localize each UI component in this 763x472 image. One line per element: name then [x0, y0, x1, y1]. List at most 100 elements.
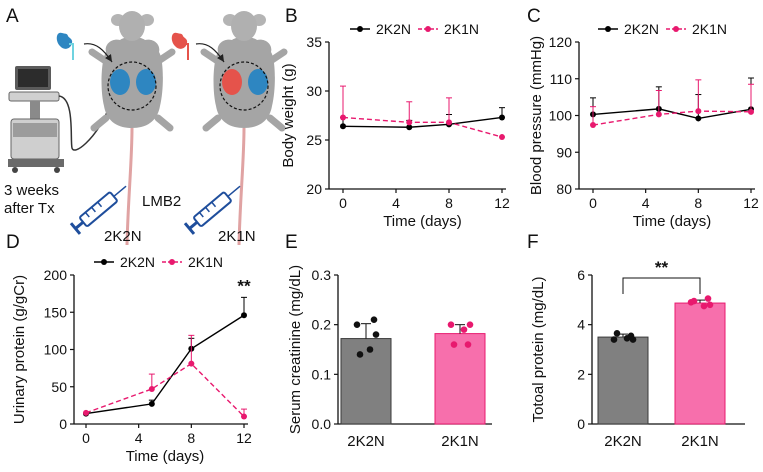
panel-f-data-point — [613, 330, 621, 337]
panel-c-ytick-label: 100 — [549, 108, 573, 124]
ultrasound-machine-icon — [8, 66, 109, 173]
panel-f-category-label: 2K2N — [604, 433, 642, 450]
panel-d-urinary-protein-chart: D 0 50 100 150 200 0 4 8 12 Time (days) Urinary pr… — [6, 232, 252, 465]
group-label-2k1n: 2K1N — [218, 228, 256, 245]
panel-d-xtick-label: 0 — [82, 430, 90, 446]
panel-b-xtick-label: 12 — [494, 195, 510, 211]
panel-f-data-point — [700, 302, 708, 310]
panel-a-illustration: A — [4, 6, 288, 246]
panel-f-significance-label: ** — [655, 258, 669, 277]
panel-f-total-protein-chart: F 0 2 4 6 Totoal protein (mg/dL) 2K2N 2K1N ** — [527, 232, 745, 450]
panel-c-ytick-label: 120 — [549, 34, 573, 50]
panel-f-y-axis-title: Totoal protein (mg/dL) — [530, 277, 547, 423]
panel-c-label: C — [527, 6, 541, 27]
panel-d-x-axis-title: Time (days) — [126, 448, 205, 465]
panel-f-ytick-label: 0 — [577, 416, 585, 432]
panel-e-ytick-label: 0.1 — [312, 366, 332, 382]
mouse-2k2n-icon — [83, 11, 176, 246]
panel-f-ytick-label: 2 — [577, 366, 585, 382]
panel-d-label: D — [6, 232, 20, 253]
panel-b-legend-marker — [357, 26, 363, 32]
panel-b-data-point-2k1n — [446, 119, 452, 126]
panel-d-data-point-2k2n — [241, 312, 247, 319]
panel-d-ytick-label: 200 — [44, 267, 68, 283]
panel-e-data-point — [447, 321, 455, 328]
panel-f-data-point — [610, 336, 618, 343]
panel-b-data-point-2k2n — [340, 123, 346, 130]
panel-f-data-point — [629, 336, 637, 343]
panel-d-significance-label: ** — [237, 276, 251, 295]
panel-e-data-point — [372, 331, 380, 338]
syringe-left-icon — [69, 185, 127, 235]
panel-c-blood-pressure-chart: C 80 90 100 110 120 0 4 8 12 Time (days) Blood pre… — [527, 6, 759, 230]
panel-e-data-point — [450, 341, 458, 348]
panel-e-category-label: 2K2N — [347, 433, 385, 450]
panel-d-ytick-label: 0 — [59, 416, 67, 432]
panel-e-y-axis-title: Serum creatinine (mg/dL) — [287, 265, 304, 434]
panel-c-legend-marker — [605, 26, 611, 32]
panel-e-data-point — [370, 316, 378, 324]
panel-b-xtick-label: 4 — [392, 195, 400, 211]
panel-b-ytick-label: 25 — [306, 132, 322, 148]
panel-b-legend-label: 2K1N — [444, 21, 479, 37]
panel-b-legend-marker — [425, 26, 431, 32]
panel-d-ytick-label: 100 — [44, 342, 68, 358]
panel-b-ytick-label: 35 — [306, 34, 322, 50]
panel-f-significance-bracket — [622, 277, 701, 294]
panel-f-data-point — [690, 297, 698, 305]
panel-c-data-point-2k1n — [590, 122, 596, 129]
panel-d-xtick-label: 12 — [236, 430, 252, 446]
panel-b-xtick-label: 8 — [445, 195, 453, 211]
panel-d-data-point-2k1n — [241, 413, 247, 420]
panel-c-xtick-label: 12 — [743, 195, 759, 211]
panel-f-bar-2k2n — [597, 336, 649, 425]
panel-c-data-point-2k1n — [655, 111, 662, 118]
panel-c-xtick-label: 4 — [642, 195, 650, 211]
mouse-2k1n-icon — [195, 11, 288, 246]
panel-d-xtick-label: 4 — [135, 430, 143, 446]
panel-e-category-label: 2K1N — [441, 433, 479, 450]
panel-d-y-axis-title: Urinary protein (g/gCr) — [11, 275, 28, 424]
panel-e-serum-creatinine-chart: E 0.0 0.1 0.2 0.3 Serum creatinine (mg/dL) 2K… — [285, 232, 492, 450]
panel-d-data-point-2k1n — [188, 360, 195, 367]
panel-a-label: A — [6, 6, 19, 27]
panel-c-series-line-2k2n — [592, 108, 752, 120]
panel-d-legend-label: 2K1N — [188, 254, 223, 270]
syringe-right-icon — [183, 185, 241, 235]
panel-b-y-axis-title: Body weight (g) — [280, 63, 297, 167]
panel-c-legend-marker — [673, 26, 679, 32]
panel-e-data-point — [464, 341, 472, 348]
panel-b-data-point-2k2n — [406, 124, 413, 131]
panel-e-data-point — [460, 326, 468, 333]
panel-d-legend-marker — [101, 259, 107, 265]
kidney-red-icon — [171, 32, 189, 60]
panel-c-ytick-label: 110 — [550, 71, 573, 87]
panel-e-data-point — [356, 351, 364, 358]
panel-c-legend-label: 2K2N — [624, 21, 659, 37]
panel-b-body-weight-chart: B 20 25 30 35 0 4 8 12 Time (days) Body weight (g… — [280, 6, 510, 230]
group-label-2k2n: 2K2N — [104, 228, 142, 245]
panel-e-ytick-label: 0.0 — [312, 416, 332, 432]
panel-b-series-line-2k1n — [342, 116, 503, 138]
panel-b-ytick-label: 30 — [306, 83, 322, 99]
panel-c-ytick-label: 90 — [556, 144, 572, 160]
panel-b-data-point-2k1n — [340, 114, 346, 121]
panel-e-ytick-label: 0.2 — [312, 317, 332, 333]
panel-f-data-point — [706, 301, 714, 309]
panel-f-bar-2k1n — [674, 302, 726, 425]
panel-e-data-point — [353, 321, 361, 328]
panel-d-data-point-2k2n — [148, 400, 155, 407]
panel-f-category-label: 2K1N — [681, 433, 719, 450]
panel-b-label: B — [285, 6, 298, 27]
panel-c-ytick-label: 80 — [556, 181, 572, 197]
kidney-blue-icon — [56, 32, 74, 60]
panel-f-ytick-label: 4 — [577, 317, 585, 333]
panel-c-series-line-2k1n — [592, 110, 752, 126]
drug-label: LMB2 — [142, 193, 181, 210]
panel-d-series-line-2k1n — [85, 362, 245, 418]
panel-d-data-point-2k1n — [148, 385, 155, 392]
panel-e-bar-2k1n — [434, 333, 486, 425]
panel-c-xtick-label: 0 — [589, 195, 597, 211]
panel-d-ytick-label: 50 — [51, 379, 67, 395]
